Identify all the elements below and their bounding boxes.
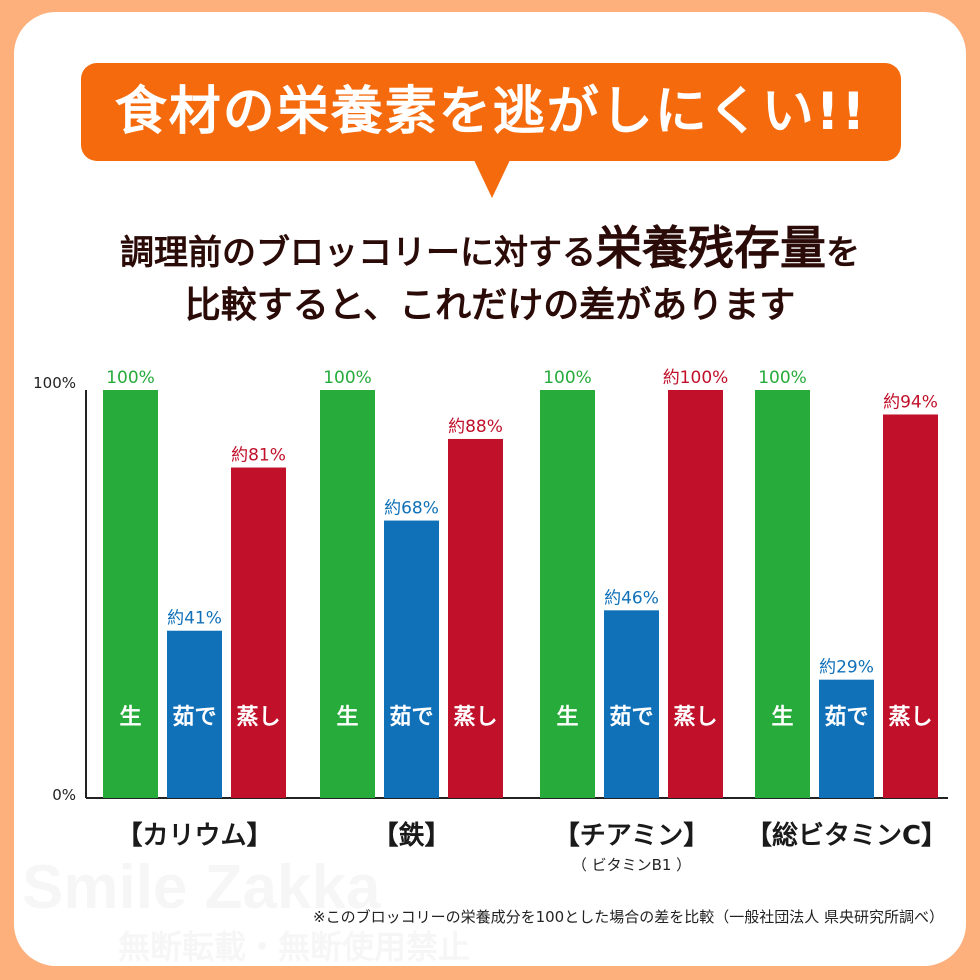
bar-boiled — [819, 679, 874, 798]
bar-series-label: 茹で — [172, 705, 216, 730]
subtitle-pre: 調理前のブロッコリーに対する — [120, 233, 596, 273]
bar-series-label: 生 — [119, 705, 141, 730]
bar-boiled — [384, 520, 439, 798]
bar-boiled — [604, 610, 659, 798]
bar-steamed — [668, 390, 723, 798]
bar-raw — [755, 390, 810, 798]
data-label: 100% — [323, 368, 372, 388]
headline-bubble — [81, 63, 901, 161]
bar-series-label: 生 — [771, 705, 793, 730]
headline: 食材の栄養素を逃がしにくい!! — [114, 82, 868, 142]
data-label: 100% — [758, 368, 807, 388]
category-label: 【カリウム】 — [116, 821, 272, 851]
y-tick-label: 100% — [33, 374, 76, 392]
data-label: 約100% — [663, 368, 729, 388]
data-label: 約29% — [819, 658, 874, 678]
data-label: 約81% — [231, 446, 286, 466]
bar-series-label: 蒸し — [236, 705, 280, 730]
category-label: 【鉄】 — [372, 820, 450, 851]
data-label: 約88% — [448, 417, 503, 437]
bar-steamed — [883, 414, 938, 798]
category-label: 【総ビタミンC】 — [746, 820, 947, 851]
data-label: 約41% — [167, 609, 222, 629]
bar-series-label: 茹で — [609, 705, 653, 730]
bar-series-label: 蒸し — [453, 705, 497, 730]
data-label: 約68% — [384, 499, 439, 519]
subtitle-line1: 調理前のブロッコリーに対する栄養残存量を — [0, 212, 980, 278]
category-sublabel: （ ビタミンB1 ） — [572, 856, 691, 874]
subtitle-post: を — [826, 233, 860, 273]
bar-steamed — [448, 438, 503, 798]
bar-steamed — [231, 467, 286, 798]
subtitle-emphasis: 栄養残存量 — [596, 221, 826, 275]
data-label: 約94% — [883, 392, 938, 412]
y-tick-label: 0% — [52, 786, 76, 804]
data-label: 100% — [543, 368, 592, 388]
bar-series-label: 生 — [556, 705, 578, 730]
footnote: ※このブロッコリーの栄養成分を100とした場合の差を比較（一般社団法人 県央研究… — [313, 908, 944, 926]
bar-raw — [320, 390, 375, 798]
bar-series-label: 蒸し — [673, 705, 717, 730]
headline-bubble-tail — [474, 160, 510, 198]
bar-series-label: 茹で — [824, 705, 868, 730]
data-label: 約46% — [604, 588, 659, 608]
bar-raw — [540, 390, 595, 798]
bar-series-label: 茹で — [389, 705, 433, 730]
category-label: 【チアミン】 — [554, 821, 709, 851]
data-label: 100% — [106, 368, 155, 388]
bar-series-label: 蒸し — [888, 705, 932, 730]
bar-raw — [103, 390, 158, 798]
bar-boiled — [167, 630, 222, 798]
bar-series-label: 生 — [336, 705, 358, 730]
subtitle-line2: 比較すると、これだけの差があります — [184, 285, 796, 326]
